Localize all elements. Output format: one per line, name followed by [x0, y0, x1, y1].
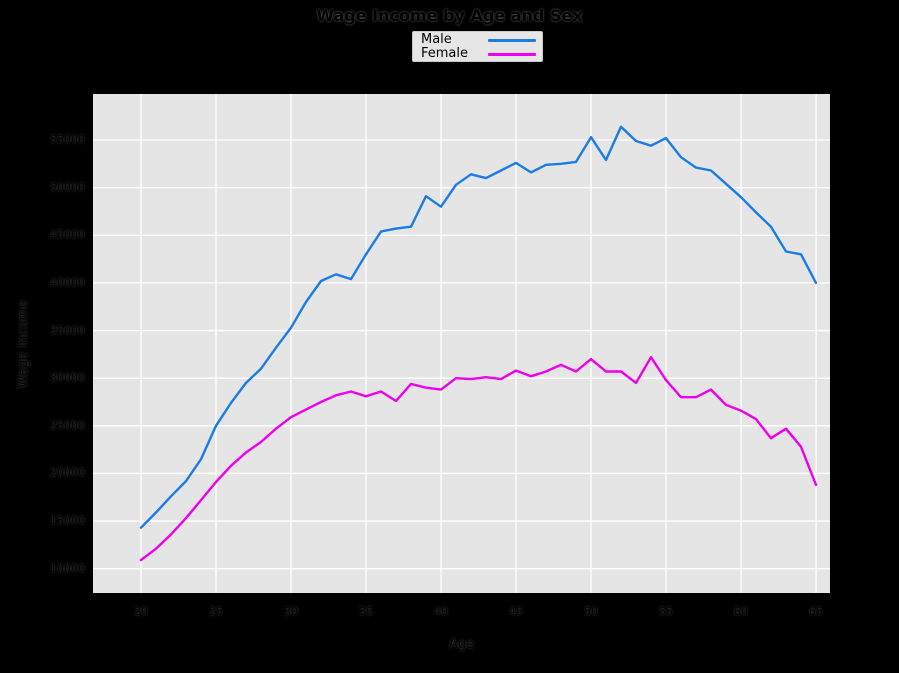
x-tick-label: 45	[509, 605, 524, 618]
legend-line-sample	[488, 52, 536, 56]
plot-area	[93, 94, 830, 593]
legend-item-male: Male	[421, 33, 536, 47]
x-tick-label: 20	[134, 605, 148, 618]
y-tick-label: 40000	[50, 275, 85, 289]
male-line	[139, 125, 818, 529]
legend-label-male: Male	[421, 32, 452, 47]
y-tick-label: 25000	[50, 418, 85, 432]
x-tick-label: 50	[584, 605, 599, 618]
x-axis-label: Age	[448, 637, 475, 652]
female-line	[139, 356, 818, 562]
legend-label-female: Female	[421, 46, 469, 61]
y-tick-label: 50000	[50, 180, 85, 194]
y-tick-label: 10000	[50, 561, 85, 575]
y-tick-label: 55000	[50, 133, 85, 146]
x-tick-label: 35	[359, 605, 374, 618]
x-tick-label: 40	[434, 605, 449, 618]
y-axis-label: Wage Income	[16, 299, 31, 389]
x-tick-label: 25	[209, 605, 223, 618]
legend-line-sample	[488, 38, 536, 42]
legend: Male Female	[412, 31, 543, 62]
y-tick-label: 20000	[50, 466, 85, 480]
x-tick-label: 30	[284, 605, 298, 618]
y-tick-label: 15000	[50, 514, 85, 528]
x-tick-label: 65	[809, 605, 824, 618]
plot-svg	[93, 94, 830, 593]
legend-item-female: Female	[421, 47, 536, 61]
y-tick-label: 30000	[50, 371, 85, 385]
x-tick-label: 60	[734, 605, 749, 618]
x-tick-label: 55	[659, 605, 674, 618]
y-tick-label: 35000	[50, 323, 85, 337]
y-tick-label: 45000	[50, 228, 85, 242]
chart-title: Wage Income by Age and Sex	[316, 6, 583, 25]
